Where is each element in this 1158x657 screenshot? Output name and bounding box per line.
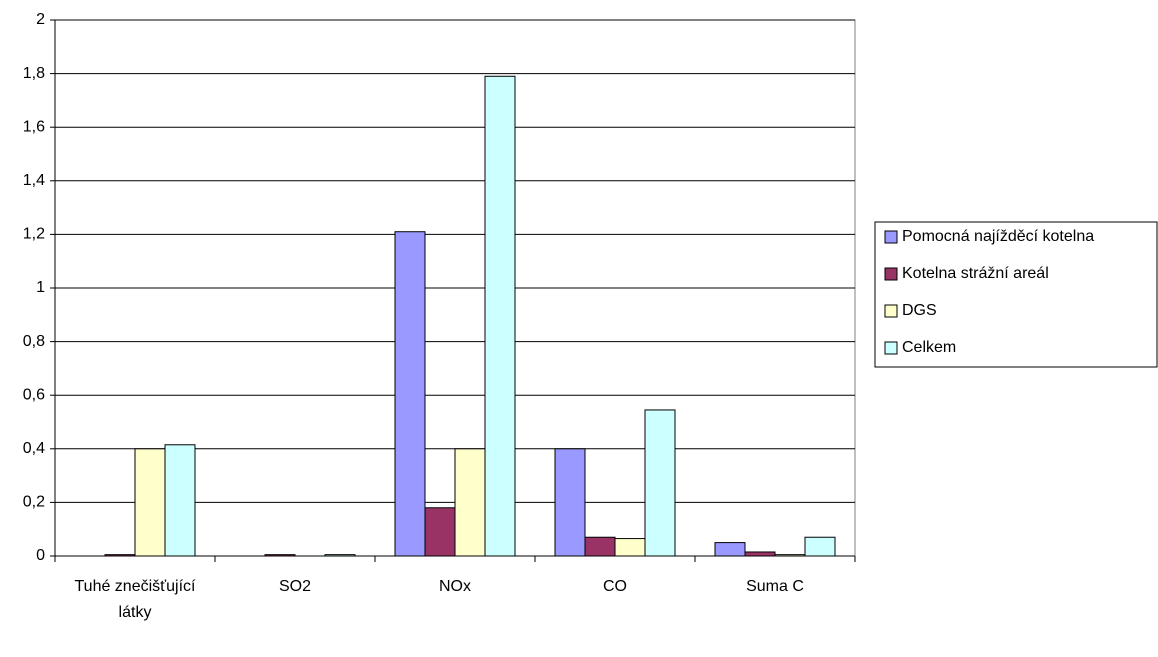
x-tick-label: Tuhé znečišťující látky — [74, 578, 196, 621]
bar — [104, 554, 136, 557]
legend-label: Kotelna strážní areál — [902, 265, 1049, 282]
bar — [584, 536, 616, 557]
bar — [394, 231, 426, 557]
bar — [134, 448, 166, 557]
legend-swatch — [884, 304, 898, 318]
bar — [614, 538, 646, 557]
bar — [554, 448, 586, 557]
bar — [264, 554, 296, 557]
bar — [804, 536, 836, 557]
bar — [164, 444, 196, 557]
x-tick-label: Suma C — [746, 578, 804, 595]
legend-label: Celkem — [902, 339, 956, 356]
y-tick-label: 0,4 — [23, 440, 45, 457]
y-tick-label: 1,4 — [23, 172, 45, 189]
y-tick-label: 0,8 — [23, 333, 45, 350]
y-tick-label: 2 — [36, 11, 45, 28]
bar — [714, 542, 746, 557]
bar — [484, 75, 516, 557]
legend-swatch — [884, 341, 898, 355]
y-tick-label: 1 — [36, 279, 45, 296]
bar — [644, 409, 676, 557]
y-tick-label: 1,2 — [23, 226, 45, 243]
y-tick-label: 1,8 — [23, 65, 45, 82]
bar — [774, 554, 806, 557]
bar — [454, 448, 486, 557]
legend-label: DGS — [902, 302, 937, 319]
y-tick-label: 1,6 — [23, 118, 45, 135]
legend-label: Pomocná najížděcí kotelna — [902, 228, 1094, 245]
y-tick-label: 0 — [36, 547, 45, 564]
legend-swatch — [884, 267, 898, 281]
y-tick-label: 0,6 — [23, 386, 45, 403]
bar — [744, 551, 776, 557]
bar — [424, 507, 456, 557]
y-tick-label: 0,2 — [23, 494, 45, 511]
legend-swatch — [884, 230, 898, 244]
x-tick-label: CO — [603, 578, 627, 595]
bar — [324, 554, 356, 557]
x-tick-label: NOx — [439, 578, 471, 595]
legend — [874, 221, 1158, 368]
x-tick-label: SO2 — [278, 578, 311, 595]
